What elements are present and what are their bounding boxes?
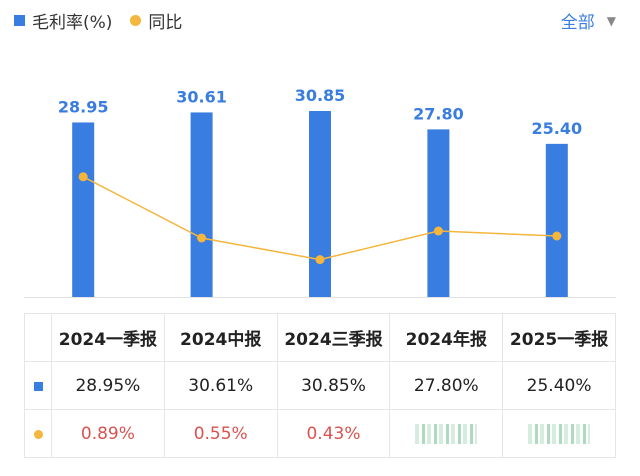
- bar-data-label: 30.61: [176, 87, 227, 106]
- table-cell: 0.55%: [163, 409, 278, 458]
- table-header-cell: 2024中报: [163, 313, 278, 362]
- table-row-key: [24, 409, 52, 458]
- obscured-value: [528, 423, 591, 444]
- table-cell: 28.95%: [51, 361, 165, 410]
- legend-bar-swatch: [14, 15, 25, 26]
- table-row-yoy: 0.89% 0.55% 0.43%: [24, 409, 616, 458]
- bar[interactable]: [427, 129, 450, 297]
- legend-item-margin[interactable]: 毛利率(%): [14, 8, 112, 33]
- table-row-key: [24, 361, 52, 410]
- yoy-point[interactable]: [315, 255, 325, 265]
- table-header-row: 2024一季报 2024中报 2024三季报 2024年报 2025一季报: [24, 313, 616, 362]
- table-header-cell: 2024年报: [389, 313, 504, 362]
- bar[interactable]: [309, 110, 331, 297]
- line-key-icon: [33, 429, 43, 439]
- table-cell: 30.61%: [163, 361, 278, 410]
- bar-data-label: 27.80: [413, 104, 464, 123]
- legend-line-swatch: [130, 15, 142, 26]
- table-header-cell: 2025一季报: [502, 313, 616, 362]
- yoy-point[interactable]: [197, 233, 207, 243]
- legend-bar-label: 毛利率(%): [32, 13, 113, 33]
- yoy-point[interactable]: [78, 172, 88, 182]
- table-cell-obscured: [389, 409, 504, 458]
- margin-chart: 28.95 30.61 30.85 27.80 25.40: [24, 86, 616, 298]
- bar[interactable]: [545, 143, 568, 297]
- bar[interactable]: [72, 122, 95, 297]
- table-cell: 0.43%: [276, 409, 391, 458]
- table-cell: 30.85%: [276, 361, 391, 410]
- bar-data-label: 30.85: [295, 86, 346, 105]
- bar-key-icon: [33, 381, 43, 391]
- bar-data-label: 28.95: [58, 97, 109, 116]
- legend-item-yoy[interactable]: 同比: [130, 8, 182, 33]
- chevron-down-icon: ▼: [606, 13, 616, 28]
- table-cell: 27.80%: [389, 361, 504, 410]
- yoy-point[interactable]: [433, 226, 443, 236]
- data-table: 2024一季报 2024中报 2024三季报 2024年报 2025一季报 28…: [24, 313, 616, 458]
- table-header-cell: 2024一季报: [51, 313, 165, 362]
- bar-data-label: 25.40: [531, 119, 582, 138]
- legend: 毛利率(%) 同比: [14, 8, 200, 33]
- legend-line-label: 同比: [148, 13, 183, 33]
- bar[interactable]: [190, 112, 213, 298]
- table-cell-obscured: [502, 409, 616, 458]
- filter-label: 全部: [560, 13, 595, 33]
- filter-dropdown[interactable]: 全部 ▼: [561, 8, 616, 33]
- table-row-margin: 28.95% 30.61% 30.85% 27.80% 25.40%: [24, 361, 616, 410]
- table-header-cell: 2024三季报: [276, 313, 391, 362]
- obscured-value: [415, 423, 478, 444]
- table-cell: 25.40%: [502, 361, 616, 410]
- yoy-point[interactable]: [552, 231, 562, 241]
- table-corner-cell: [24, 313, 52, 362]
- table-cell: 0.89%: [51, 409, 165, 458]
